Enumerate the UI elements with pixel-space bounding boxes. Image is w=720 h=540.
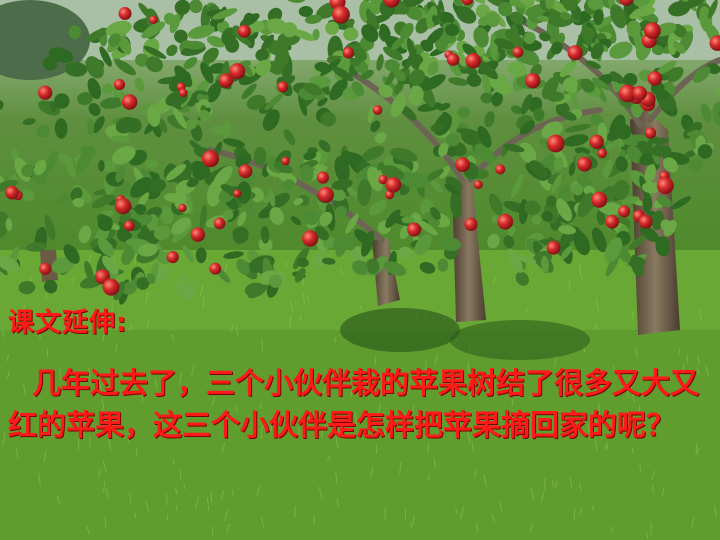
body-paragraph: 几年过去了，三个小伙伴栽的苹果树结了很多又大又红的苹果，这三个小伙伴是怎样把苹果… (8, 366, 700, 442)
section-heading: 课文延伸: (8, 308, 128, 338)
